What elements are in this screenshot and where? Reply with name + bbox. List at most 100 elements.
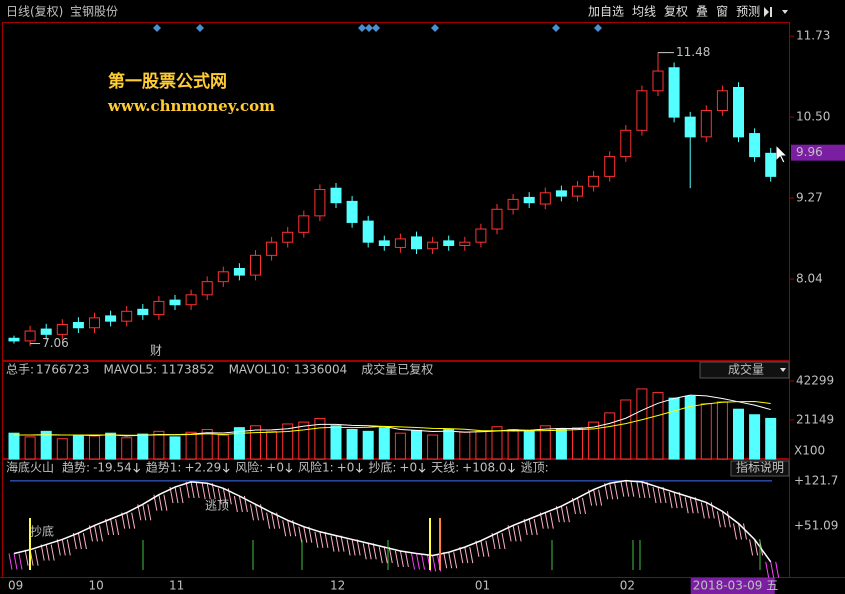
hatch bbox=[319, 531, 324, 548]
period: 日线(复权) bbox=[6, 5, 63, 19]
toolbar-button[interactable]: 均线 bbox=[632, 5, 656, 19]
hatch bbox=[749, 539, 754, 556]
candle-body bbox=[24, 330, 36, 342]
candle-body bbox=[523, 196, 535, 204]
y-tick-label: +121.7 bbox=[794, 473, 838, 487]
readout-value: +2.29 bbox=[184, 461, 221, 475]
plot: 8.04 9.27 10.50 11.73 11.48 7.06 9.96 财总手: 17667… bbox=[6, 29, 845, 594]
hatch bbox=[673, 492, 678, 509]
x-tick-label: 11 bbox=[169, 579, 184, 593]
candle-body bbox=[684, 116, 696, 138]
hatch bbox=[121, 512, 126, 529]
hatch bbox=[131, 512, 136, 529]
candle-body bbox=[555, 190, 567, 197]
hatch bbox=[754, 539, 759, 556]
toolbar-button[interactable]: 预测 bbox=[736, 5, 760, 19]
hatch bbox=[94, 525, 98, 542]
toolbar-button[interactable]: 加自选 bbox=[588, 5, 624, 19]
readout-arrow bbox=[133, 463, 141, 473]
hatch bbox=[565, 506, 570, 523]
candle-body bbox=[169, 299, 181, 306]
readout-arrow bbox=[285, 463, 293, 473]
toolbar-button[interactable]: 窗 bbox=[716, 5, 728, 19]
stock-name: 宝钢股份 bbox=[70, 5, 118, 19]
hatch bbox=[678, 492, 683, 509]
candle-body bbox=[427, 241, 439, 250]
hatch bbox=[383, 547, 388, 564]
hatch bbox=[255, 504, 259, 521]
hatch bbox=[480, 540, 485, 557]
hatch bbox=[743, 523, 747, 540]
volume-bar bbox=[491, 426, 503, 460]
hatch bbox=[367, 543, 372, 560]
hatch bbox=[206, 483, 211, 500]
volume-bar bbox=[362, 430, 374, 460]
readout-value: -19.54 bbox=[93, 461, 132, 475]
readout-value: +0 bbox=[266, 461, 284, 475]
volume-bar bbox=[604, 412, 616, 460]
hatch bbox=[77, 532, 82, 550]
hatch bbox=[593, 489, 598, 506]
volume-bar bbox=[459, 431, 471, 460]
hatch bbox=[271, 512, 276, 529]
hatch bbox=[314, 531, 319, 548]
volume-bar bbox=[652, 392, 664, 460]
hatch bbox=[453, 552, 458, 569]
volume-bar bbox=[266, 430, 278, 460]
readout-arrow bbox=[418, 463, 426, 473]
hatch bbox=[662, 486, 667, 504]
total-label: 总手: bbox=[6, 363, 34, 377]
hatch bbox=[110, 518, 115, 536]
hatch bbox=[330, 535, 335, 552]
volume-bar bbox=[169, 436, 181, 460]
x-tick-label: 01 bbox=[475, 579, 490, 593]
volume-bar bbox=[588, 421, 600, 460]
indicator-help[interactable] bbox=[730, 460, 790, 477]
candle-body bbox=[733, 87, 744, 138]
volume-bar bbox=[233, 427, 245, 460]
readout-value: +108.0 bbox=[462, 461, 506, 475]
volume-bar bbox=[394, 432, 406, 460]
candle-body bbox=[217, 271, 229, 283]
hatch bbox=[233, 495, 238, 513]
hatch bbox=[282, 520, 287, 537]
hatch bbox=[475, 540, 480, 557]
volume-bar bbox=[89, 435, 100, 460]
legend-value: 1336004 bbox=[294, 363, 347, 377]
hatch bbox=[620, 480, 625, 497]
hatch bbox=[609, 483, 614, 500]
toolbar-icons[interactable] bbox=[764, 7, 788, 17]
volume-bar bbox=[684, 395, 696, 460]
hatch bbox=[689, 497, 694, 514]
hatch bbox=[421, 553, 425, 570]
hatch bbox=[726, 511, 731, 528]
hatch bbox=[147, 504, 152, 521]
y-tick-label: 21149 bbox=[796, 412, 834, 426]
indicator-selector[interactable] bbox=[699, 361, 790, 379]
candle-body bbox=[636, 90, 648, 131]
candle-body bbox=[201, 281, 213, 296]
hatch bbox=[126, 512, 131, 529]
hatch bbox=[459, 547, 464, 564]
max-label: 11.48 bbox=[676, 45, 710, 59]
hatch bbox=[217, 488, 222, 505]
volume-bar bbox=[539, 425, 551, 460]
hatch bbox=[185, 481, 190, 499]
hatch bbox=[335, 535, 340, 552]
volume-bar bbox=[668, 397, 680, 460]
candle-body bbox=[378, 240, 390, 246]
hatch bbox=[721, 511, 726, 528]
toolbar-button[interactable]: 复权 bbox=[664, 5, 688, 19]
hatch bbox=[356, 539, 361, 556]
hatch bbox=[351, 539, 356, 556]
hatch bbox=[652, 486, 657, 504]
legend-name: MAVOL10: bbox=[229, 363, 290, 377]
toolbar-button[interactable]: 叠 bbox=[696, 5, 708, 19]
volume-bar bbox=[201, 428, 213, 460]
min-label: 7.06 bbox=[42, 336, 69, 350]
hatch bbox=[657, 486, 662, 504]
hatch bbox=[61, 539, 66, 556]
hatch bbox=[738, 523, 742, 540]
x-tick-label: 02 bbox=[620, 579, 635, 593]
